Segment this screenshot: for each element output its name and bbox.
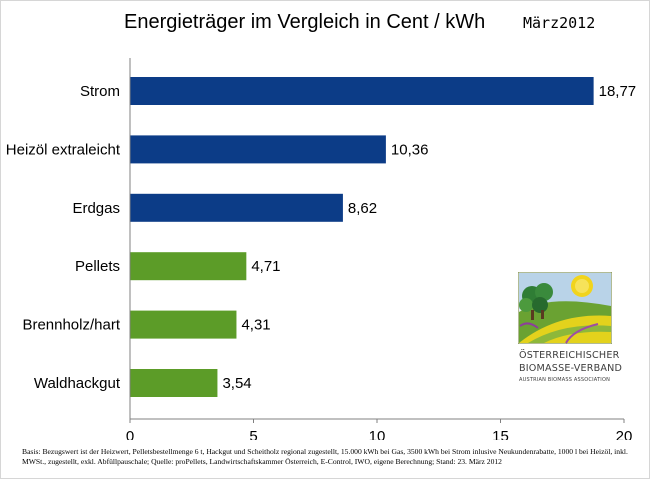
category-label-brennholz-hart: Brennholz/hart bbox=[22, 317, 120, 334]
category-label-heiz-l-extraleicht: Heizöl extraleicht bbox=[6, 141, 121, 158]
biomasse-verband-logo: ÖSTERREICHISCHER BIOMASSE-VERBAND AUSTRI… bbox=[514, 268, 624, 400]
x-tick-label-15: 15 bbox=[492, 428, 509, 440]
category-label-pellets: Pellets bbox=[75, 258, 120, 275]
category-label-strom: Strom bbox=[80, 83, 120, 100]
bar-chart: Strom 18,77 Heizöl extraleicht 10,36 Erdgas 8… bbox=[6, 58, 636, 440]
bar-strom bbox=[130, 77, 594, 105]
footnote: Basis: Bezugswert ist der Heizwert, Pell… bbox=[22, 447, 628, 466]
biomass-landscape-icon bbox=[518, 272, 612, 344]
x-tick-label-10: 10 bbox=[369, 428, 386, 440]
logo-text-line-1: ÖSTERREICHISCHER bbox=[519, 350, 620, 361]
value-label-heiz-l-extraleicht: 10,36 bbox=[391, 141, 429, 158]
value-label-strom: 18,77 bbox=[599, 83, 637, 100]
value-label-pellets: 4,71 bbox=[251, 258, 280, 275]
logo-text-line-2: BIOMASSE-VERBAND bbox=[519, 363, 623, 374]
bars-layer: Strom 18,77 Heizöl extraleicht 10,36 Erdgas 8… bbox=[6, 77, 636, 397]
value-label-waldhackgut: 3,54 bbox=[222, 375, 251, 392]
chart-date: März2012 bbox=[523, 14, 596, 32]
value-label-brennholz-hart: 4,31 bbox=[241, 317, 270, 334]
bar-pellets bbox=[130, 252, 247, 281]
x-axis: 0 5 10 15 20 bbox=[126, 58, 633, 440]
bar-erdgas bbox=[130, 193, 343, 222]
x-tick-label-0: 0 bbox=[126, 428, 134, 440]
x-tick-label-20: 20 bbox=[616, 428, 633, 440]
chart-title: Energieträger im Vergleich in Cent / kWh bbox=[124, 11, 486, 33]
logo-text-line-3: AUSTRIAN BIOMASS ASSOCIATION bbox=[519, 377, 611, 383]
bar-waldhackgut bbox=[130, 369, 218, 397]
bar-heiz-l-extraleicht bbox=[130, 135, 386, 164]
x-tick-label-5: 5 bbox=[249, 428, 257, 440]
bar-brennholz-hart bbox=[130, 310, 237, 339]
value-label-erdgas: 8,62 bbox=[348, 200, 377, 217]
category-label-erdgas: Erdgas bbox=[72, 200, 120, 217]
category-label-waldhackgut: Waldhackgut bbox=[34, 375, 121, 392]
